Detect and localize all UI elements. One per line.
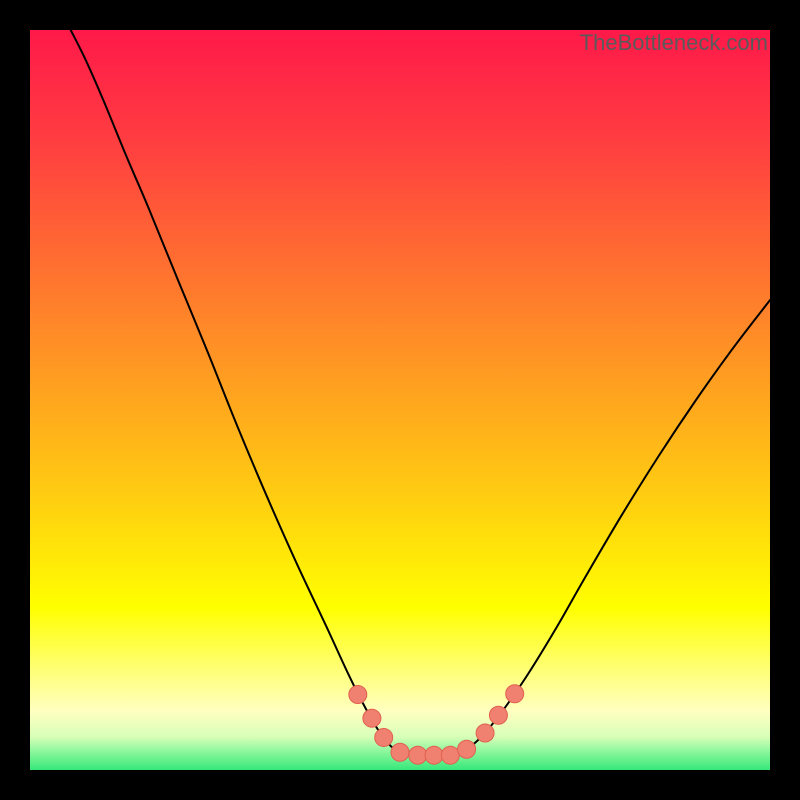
plot-area — [30, 30, 770, 770]
gradient-background — [30, 30, 770, 770]
chart-frame: TheBottleneck.com — [0, 0, 800, 800]
watermark-text: TheBottleneck.com — [580, 30, 768, 56]
